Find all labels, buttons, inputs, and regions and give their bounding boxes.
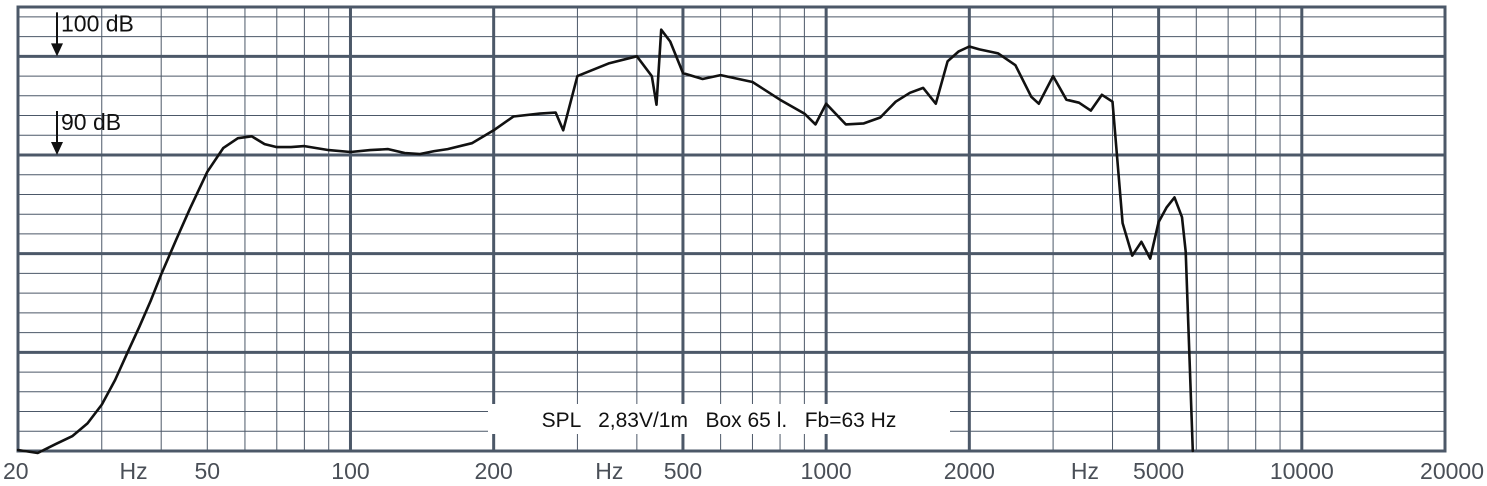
x-tick-label: 10000 — [1270, 458, 1334, 484]
caption-background — [488, 404, 950, 434]
level-annotations: 100 dB 90 dB — [51, 10, 134, 155]
plot-frame — [16, 5, 1447, 453]
series-layer — [16, 28, 1195, 455]
major-grid — [18, 7, 1445, 451]
x-tick-label: 200 — [474, 458, 512, 484]
x-tick-label: Hz — [595, 458, 623, 484]
x-tick-labels: 20 Hz 50 100 200 Hz 500 1000 2000 Hz 5000 10000 2000… — [3, 458, 1484, 484]
spl-series-line-0 — [16, 28, 1195, 455]
annotation-label: 100 dB — [61, 10, 134, 36]
x-tick-label: 2000 — [944, 458, 995, 484]
x-tick-label: 100 — [331, 458, 369, 484]
annotation-arrow-head — [51, 43, 63, 57]
measurement-caption: SPL 2,83V/1m Box 65 l. Fb=63 Hz — [542, 409, 897, 432]
x-tick-label: 1000 — [801, 458, 852, 484]
x-tick-label: 500 — [664, 458, 702, 484]
x-tick-label: 50 — [194, 458, 220, 484]
x-tick-label: Hz — [120, 458, 148, 484]
minor-grid — [18, 7, 1445, 451]
x-tick-label: 20000 — [1420, 458, 1484, 484]
annotation-arrow-head — [51, 142, 63, 155]
x-tick-label: Hz — [1071, 458, 1099, 484]
x-tick-label: 5000 — [1133, 458, 1184, 484]
annotation-label: 90 dB — [61, 109, 121, 135]
x-tick-label: 20 — [3, 458, 29, 484]
